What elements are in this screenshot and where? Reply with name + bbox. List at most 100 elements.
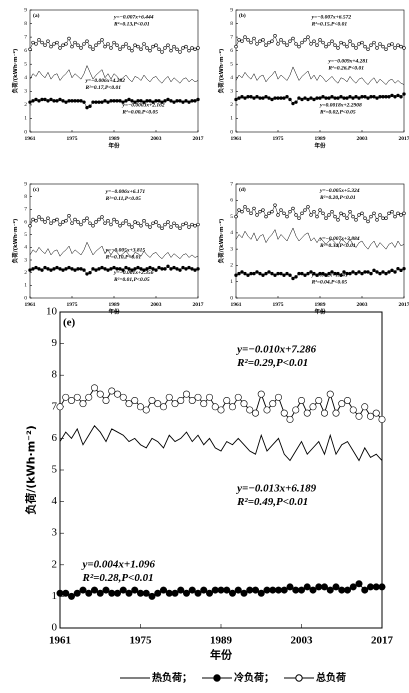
data-point [109, 267, 113, 271]
data-point [396, 43, 400, 47]
series-line [29, 241, 199, 260]
data-point [139, 267, 143, 271]
data-point [349, 583, 357, 591]
data-point [282, 40, 286, 45]
data-point [361, 586, 369, 594]
data-point [49, 268, 53, 272]
data-point [327, 213, 331, 217]
data-point [381, 44, 385, 49]
annotation: y=0.0018x+2.2908 [319, 102, 362, 108]
data-point [309, 586, 317, 594]
annotation: R²=0.01,P<0.05 [113, 277, 150, 283]
data-point [108, 589, 116, 597]
data-point [142, 219, 146, 223]
data-point [28, 224, 32, 228]
data-point [148, 225, 152, 229]
data-point [52, 219, 56, 223]
data-point [112, 99, 116, 103]
data-point [378, 95, 382, 99]
data-point [258, 209, 262, 214]
data-point [133, 100, 137, 104]
data-point [321, 271, 325, 276]
data-point [378, 213, 382, 217]
x-tick-label: 2003 [291, 635, 314, 647]
data-point [166, 43, 170, 47]
data-point [270, 39, 274, 43]
data-point [121, 268, 125, 272]
panel-label: (d) [239, 186, 246, 193]
data-point [79, 586, 87, 594]
data-point [130, 225, 134, 229]
data-point [336, 46, 340, 50]
data-point [127, 222, 131, 227]
y-tick-label: 4 [52, 495, 58, 507]
data-point [349, 406, 357, 414]
data-point [76, 220, 80, 224]
data-point [273, 273, 277, 277]
data-point [303, 583, 311, 591]
series-line [29, 37, 199, 53]
data-point [196, 267, 200, 271]
data-point [312, 271, 316, 276]
data-point [348, 95, 352, 99]
data-point [64, 219, 68, 223]
data-point [55, 99, 59, 103]
data-point [372, 409, 380, 417]
data-point [88, 270, 92, 275]
data-point [200, 400, 208, 408]
data-point [300, 40, 304, 45]
annotation: y=−0.007x+6.444 [113, 15, 154, 21]
data-point [357, 42, 361, 46]
data-point [393, 214, 397, 219]
x-tick-label: 2017 [371, 635, 394, 647]
y-tick-label: 8 [230, 21, 233, 27]
data-point [148, 265, 152, 270]
annotation: R²=0.49,P<0.01 [236, 496, 308, 508]
data-point [114, 390, 122, 398]
data-point [97, 267, 101, 271]
data-point [193, 47, 197, 52]
y-tick-label: 4 [230, 75, 233, 81]
data-point [85, 589, 93, 597]
annotation: R²=0.13,P<0.01 [113, 21, 150, 27]
data-point [96, 589, 104, 597]
data-point [142, 406, 150, 414]
data-point [97, 217, 101, 222]
data-point [339, 95, 343, 99]
x-axis-label: 年份 [314, 141, 326, 149]
data-point [240, 209, 244, 214]
data-point [55, 40, 59, 45]
y-tick-label: 2 [230, 102, 233, 108]
data-point [172, 44, 176, 49]
data-point [381, 270, 385, 274]
x-tick-label: 2003 [357, 136, 368, 142]
data-point [46, 39, 50, 43]
data-point [154, 589, 162, 597]
data-point [237, 38, 241, 42]
data-point [62, 393, 70, 401]
data-point [109, 222, 113, 227]
data-point [246, 406, 254, 414]
y-tick-label: 7 [24, 34, 27, 40]
data-point [330, 209, 334, 214]
y-axis-label: 负荷/(kWh·m⁻²) [217, 218, 225, 263]
data-point [255, 270, 259, 274]
data-point [258, 39, 262, 43]
data-point [70, 44, 74, 49]
data-point [133, 267, 137, 271]
data-point [223, 396, 231, 404]
data-point [163, 46, 167, 50]
annotation: R²=0.34,P<0.01 [319, 243, 356, 249]
data-point [112, 265, 116, 270]
data-point [88, 44, 92, 49]
data-point [375, 270, 379, 274]
data-point [178, 99, 182, 103]
data-point [315, 583, 323, 591]
data-point [187, 48, 191, 53]
data-point [348, 39, 352, 43]
data-point [131, 396, 139, 404]
annotation: R²=0.29,P<0.01 [236, 357, 308, 369]
x-axis-label: 年份 [210, 648, 233, 662]
data-point [273, 96, 277, 100]
data-point [142, 589, 150, 597]
